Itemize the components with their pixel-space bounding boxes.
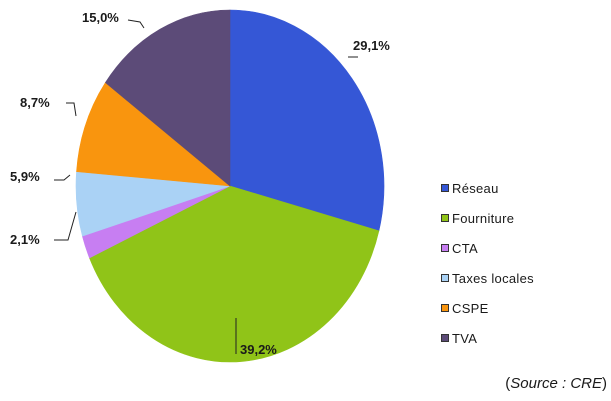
legend-item-cta: CTA (441, 240, 534, 256)
legend-item-tva: TVA (441, 330, 534, 346)
source-note: (Source : CRE) (505, 375, 607, 392)
pie-slice-cspe (76, 82, 231, 187)
legend-swatch-reseau (441, 184, 449, 192)
slice-label-cta: 2,1% (10, 232, 40, 247)
legend-swatch-cta (441, 244, 449, 252)
legend-label-fourniture: Fourniture (452, 210, 515, 226)
label-leaders (54, 19, 358, 354)
slice-label-fourniture: 39,2% (240, 342, 277, 357)
source-close-paren: ) (602, 375, 607, 392)
slice-label-cspe: 8,7% (20, 95, 50, 110)
legend-swatch-fourniture (441, 214, 449, 222)
legend-label-tva: TVA (452, 330, 478, 346)
pie-slices (75, 9, 385, 363)
pie-slice-tva (105, 9, 231, 187)
slice-label-reseau: 29,1% (353, 38, 390, 53)
legend-item-taxes-locales: Taxes locales (441, 270, 534, 286)
leader-line-cspe (66, 102, 77, 117)
pie-slice-reseau (229, 9, 385, 232)
legend-item-reseau: Réseau (441, 180, 534, 196)
legend-swatch-taxes-locales (441, 274, 449, 282)
source-open-paren: ( (505, 375, 511, 392)
source-text: Source : CRE (510, 375, 602, 392)
slice-label-tva: 15,0% (82, 10, 119, 25)
legend-item-fourniture: Fourniture (441, 210, 534, 226)
slice-label-taxes-locales: 5,9% (10, 169, 40, 184)
legend-swatch-cspe (441, 304, 449, 312)
legend-item-cspe: CSPE (441, 300, 534, 316)
legend-label-taxes-locales: Taxes locales (452, 270, 534, 286)
chart-legend: Réseau Fourniture CTA Taxes locales CSPE… (441, 180, 534, 360)
leader-line-taxes-locales (54, 174, 71, 181)
leader-line-tva (127, 19, 145, 29)
legend-label-cta: CTA (452, 240, 478, 256)
pie-slice-fourniture (89, 185, 380, 363)
legend-swatch-tva (441, 334, 449, 342)
slice-labels: 29,1% 39,2% 2,1% 5,9% 8,7% 15,0% (10, 10, 390, 357)
legend-label-reseau: Réseau (452, 180, 499, 196)
legend-label-cspe: CSPE (452, 300, 489, 316)
leader-line-cta (54, 211, 77, 241)
